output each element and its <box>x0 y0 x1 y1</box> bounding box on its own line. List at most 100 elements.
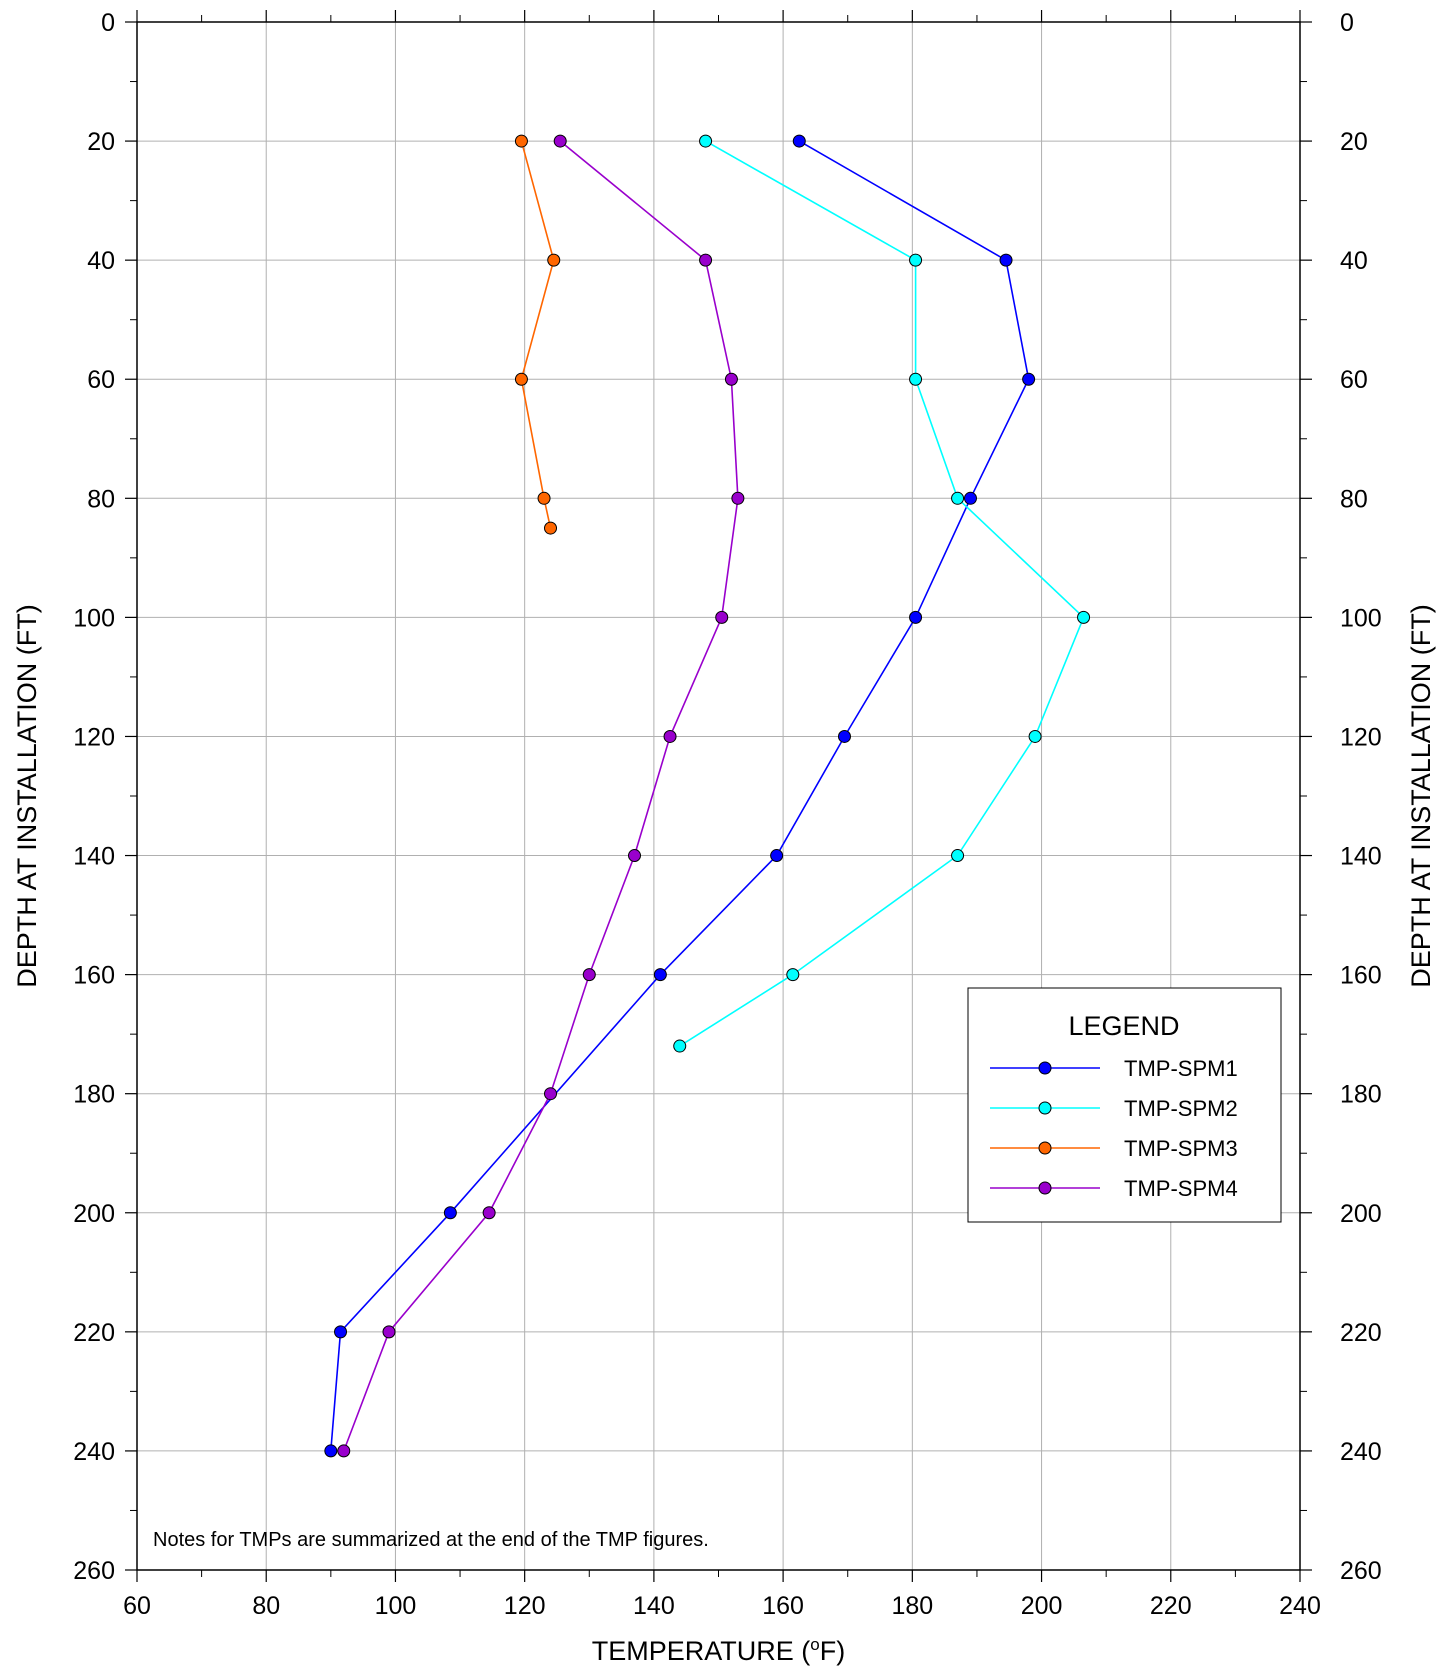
legend-marker-tmp-spm3 <box>1038 1141 1052 1155</box>
data-point-tmp-spm4 <box>544 1087 558 1101</box>
data-point-tmp-spm3 <box>544 521 558 535</box>
x-tick-label: 80 <box>252 1592 280 1620</box>
legend-label-tmp-spm2: TMP-SPM2 <box>1124 1096 1238 1121</box>
y-tick-label-right: 160 <box>1340 962 1382 990</box>
data-point-tmp-spm1 <box>653 968 667 982</box>
data-point-tmp-spm4 <box>553 134 567 148</box>
figure-note: Notes for TMPs are summarized at the end… <box>153 1529 709 1551</box>
legend-marker-tmp-spm2 <box>1038 1101 1052 1115</box>
y-tick-label-right: 140 <box>1340 843 1382 871</box>
data-point-tmp-spm4 <box>628 849 642 863</box>
x-tick-label: 160 <box>762 1592 804 1620</box>
y-tick-label-right: 0 <box>1340 9 1354 37</box>
legend-label-tmp-spm4: TMP-SPM4 <box>1124 1176 1238 1201</box>
x-axis-title-main: TEMPERATURE ( <box>592 1636 811 1666</box>
y-tick-label-left: 220 <box>73 1319 115 1347</box>
y-tick-label-left: 40 <box>87 247 115 275</box>
data-point-tmp-spm1 <box>334 1325 348 1339</box>
legend-item-tmp-spm2: TMP-SPM2 <box>990 1096 1238 1121</box>
y-tick-label-right: 220 <box>1340 1319 1382 1347</box>
data-point-tmp-spm1 <box>1022 372 1036 386</box>
legend-item-tmp-spm1: TMP-SPM1 <box>990 1056 1238 1081</box>
y-tick-label-right: 200 <box>1340 1200 1382 1228</box>
y-tick-label-left: 60 <box>87 366 115 394</box>
y-tick-label-right: 40 <box>1340 247 1368 275</box>
y-tick-label-right: 80 <box>1340 485 1368 513</box>
legend-box <box>967 987 1282 1223</box>
data-series <box>324 134 1091 1458</box>
data-point-tmp-spm4 <box>731 491 745 505</box>
x-tick-label: 60 <box>123 1592 151 1620</box>
tick-labels: 60 80 100 120 140 160 180 200 220 240 0 0 20 20 40 40 60… <box>73 9 1381 1620</box>
legend-marker-tmp-spm1 <box>1038 1061 1052 1075</box>
series-line-tmp-spm1 <box>330 140 1030 1451</box>
data-point-tmp-spm1 <box>324 1444 338 1458</box>
axis-ticks <box>125 10 1312 1582</box>
y-tick-label-right: 20 <box>1340 128 1368 156</box>
data-point-tmp-spm1 <box>770 849 784 863</box>
y-tick-label-right: 180 <box>1340 1081 1382 1109</box>
legend-item-tmp-spm4: TMP-SPM4 <box>990 1176 1238 1201</box>
data-point-tmp-spm2 <box>909 253 923 267</box>
x-tick-label: 100 <box>375 1592 417 1620</box>
x-tick-label: 140 <box>633 1592 675 1620</box>
y-tick-label-right: 240 <box>1340 1438 1382 1466</box>
series-tmp-spm3 <box>514 134 561 535</box>
data-point-tmp-spm2 <box>909 372 923 386</box>
data-point-tmp-spm1 <box>999 253 1013 267</box>
data-point-tmp-spm2 <box>786 968 800 982</box>
plot-frame <box>136 21 1301 1571</box>
series-tmp-spm2 <box>673 134 1091 1053</box>
y-tick-label-right: 260 <box>1340 1557 1382 1585</box>
data-point-tmp-spm2 <box>951 491 965 505</box>
legend-label-tmp-spm1: TMP-SPM1 <box>1124 1056 1238 1081</box>
data-point-tmp-spm2 <box>951 849 965 863</box>
data-point-tmp-spm4 <box>699 253 713 267</box>
y-tick-label-left: 100 <box>73 604 115 632</box>
data-point-tmp-spm4 <box>663 729 677 743</box>
data-point-tmp-spm3 <box>547 253 561 267</box>
data-point-tmp-spm2 <box>1028 729 1042 743</box>
data-point-tmp-spm1 <box>909 610 923 624</box>
data-point-tmp-spm4 <box>582 968 596 982</box>
x-tick-label: 180 <box>891 1592 933 1620</box>
data-point-tmp-spm3 <box>537 491 551 505</box>
x-tick-label: 120 <box>504 1592 546 1620</box>
y-tick-label-left: 240 <box>73 1438 115 1466</box>
y-tick-label-left: 260 <box>73 1557 115 1585</box>
x-axis-title-degree: o <box>810 1635 819 1654</box>
series-tmp-spm4 <box>337 134 745 1458</box>
grid-lines <box>136 21 1301 1571</box>
x-tick-label: 240 <box>1279 1592 1321 1620</box>
x-axis-title-unit: F) <box>820 1636 845 1666</box>
data-point-tmp-spm4 <box>724 372 738 386</box>
data-point-tmp-spm4 <box>482 1206 496 1220</box>
series-line-tmp-spm4 <box>343 140 739 1452</box>
data-point-tmp-spm1 <box>837 729 851 743</box>
series-line-tmp-spm2 <box>679 140 1085 1047</box>
y-axis-title-left: DEPTH AT INSTALLATION (FT) <box>12 604 42 988</box>
y-tick-label-left: 140 <box>73 843 115 871</box>
y-tick-label-right: 100 <box>1340 604 1382 632</box>
y-tick-label-left: 160 <box>73 962 115 990</box>
x-tick-label: 220 <box>1150 1592 1192 1620</box>
x-tick-label: 200 <box>1021 1592 1063 1620</box>
legend-label-tmp-spm3: TMP-SPM3 <box>1124 1136 1238 1161</box>
y-tick-label-left: 0 <box>101 9 115 37</box>
data-point-tmp-spm4 <box>382 1325 396 1339</box>
legend-title: LEGEND <box>1068 1011 1179 1041</box>
data-point-tmp-spm2 <box>673 1039 687 1053</box>
legend-marker-tmp-spm4 <box>1038 1181 1052 1195</box>
data-point-tmp-spm1 <box>792 134 806 148</box>
data-point-tmp-spm2 <box>699 134 713 148</box>
data-point-tmp-spm1 <box>443 1206 457 1220</box>
y-tick-label-left: 180 <box>73 1081 115 1109</box>
legend: LEGEND TMP-SPM1 TMP-SPM2 TMP-SPM3 TMP-SPM4 <box>967 987 1282 1223</box>
legend-items: TMP-SPM1 TMP-SPM2 TMP-SPM3 TMP-SPM4 <box>990 1056 1238 1201</box>
data-point-tmp-spm4 <box>337 1444 351 1458</box>
y-tick-label-left: 120 <box>73 723 115 751</box>
x-axis-title: TEMPERATURE (oF) <box>592 1635 845 1666</box>
series-line-tmp-spm3 <box>520 140 555 529</box>
data-point-tmp-spm4 <box>715 610 729 624</box>
